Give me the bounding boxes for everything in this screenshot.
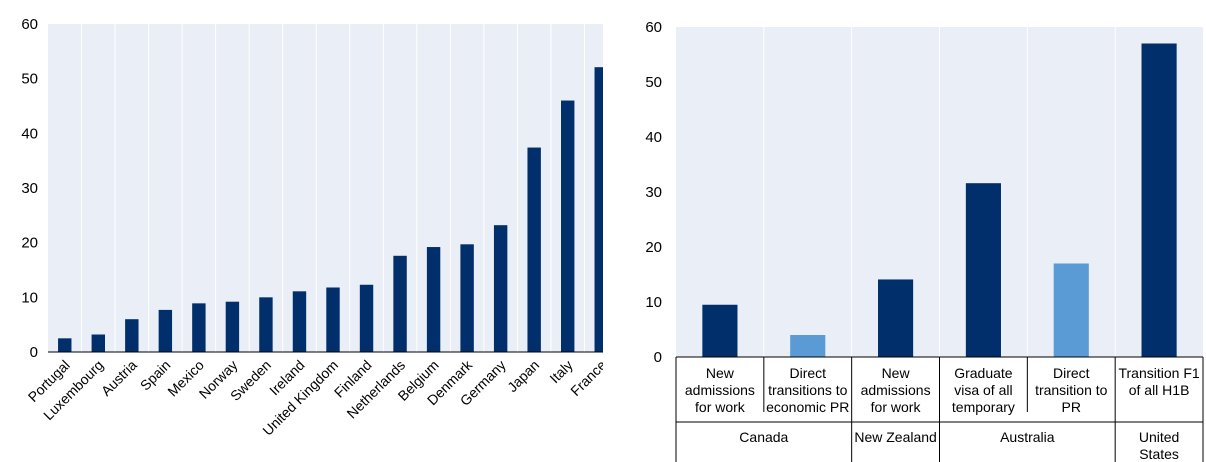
left-y-tick-label: 50 [21, 71, 38, 88]
right-bar [1053, 263, 1089, 357]
right-bar [878, 279, 914, 357]
left-y-tick-label: 60 [21, 16, 38, 33]
right-bar [702, 304, 738, 357]
right-bar [790, 335, 826, 357]
left-plot-area [48, 24, 603, 352]
right-x-tick-label: New admissions for work [685, 365, 755, 415]
left-bar [359, 284, 374, 352]
right-y-tick-label: 20 [645, 239, 662, 256]
right-group-label: Australia [1000, 429, 1055, 445]
left-bar [527, 147, 541, 352]
right-group-label: New Zealand [854, 429, 937, 445]
left-bar [594, 67, 603, 352]
left-x-tick-label: Japan [504, 357, 542, 395]
right-x-tick-label: New admissions for work [861, 365, 931, 415]
right-bar [965, 183, 1001, 357]
left-bar [493, 225, 508, 352]
right-y-tick-label: 60 [645, 19, 662, 36]
right-group-label: United States [1139, 429, 1179, 462]
left-bar [292, 291, 307, 352]
left-x-tick-label: Austria [98, 357, 140, 399]
right-x-tick-label: Direct transitions to economic PR [766, 365, 849, 415]
left-bar [58, 338, 72, 352]
left-bar [326, 287, 340, 352]
right-y-tick-label: 10 [645, 294, 662, 311]
right-x-tick-label: Transition F1 of all H1B [1118, 365, 1199, 398]
left-bar [158, 309, 173, 352]
left-bar [259, 297, 273, 352]
left-x-tick-label: France [567, 357, 603, 399]
left-y-tick-label: 40 [21, 125, 38, 142]
left-y-tick-label: 30 [21, 180, 38, 197]
left-bar [192, 303, 206, 352]
left-bar [426, 247, 441, 352]
left-bar [225, 301, 240, 352]
right-x-tick-label: Graduate visa of all temporary [952, 365, 1015, 415]
left-bar [561, 100, 575, 353]
right-y-tick-label: 0 [654, 349, 662, 366]
right-y-tick-label: 30 [645, 184, 662, 201]
right-bar [1141, 43, 1177, 357]
left-bar [125, 319, 139, 352]
right-y-tick-label: 40 [645, 129, 662, 146]
left-x-tick-label: Italy [546, 357, 575, 386]
right-x-tick-label: Direct transition to PR [1035, 365, 1108, 415]
left-bar [91, 334, 105, 352]
right-y-tick-label: 50 [645, 74, 662, 91]
right-group-label: Canada [739, 429, 788, 445]
left-y-tick-label: 0 [30, 344, 38, 361]
left-y-tick-label: 20 [21, 235, 38, 252]
left-bar-chart: 0102030405060PortugalLuxembourgAustriaSp… [21, 16, 603, 439]
left-bar [460, 244, 474, 352]
left-y-tick-label: 10 [21, 289, 38, 306]
left-bar [393, 255, 407, 352]
